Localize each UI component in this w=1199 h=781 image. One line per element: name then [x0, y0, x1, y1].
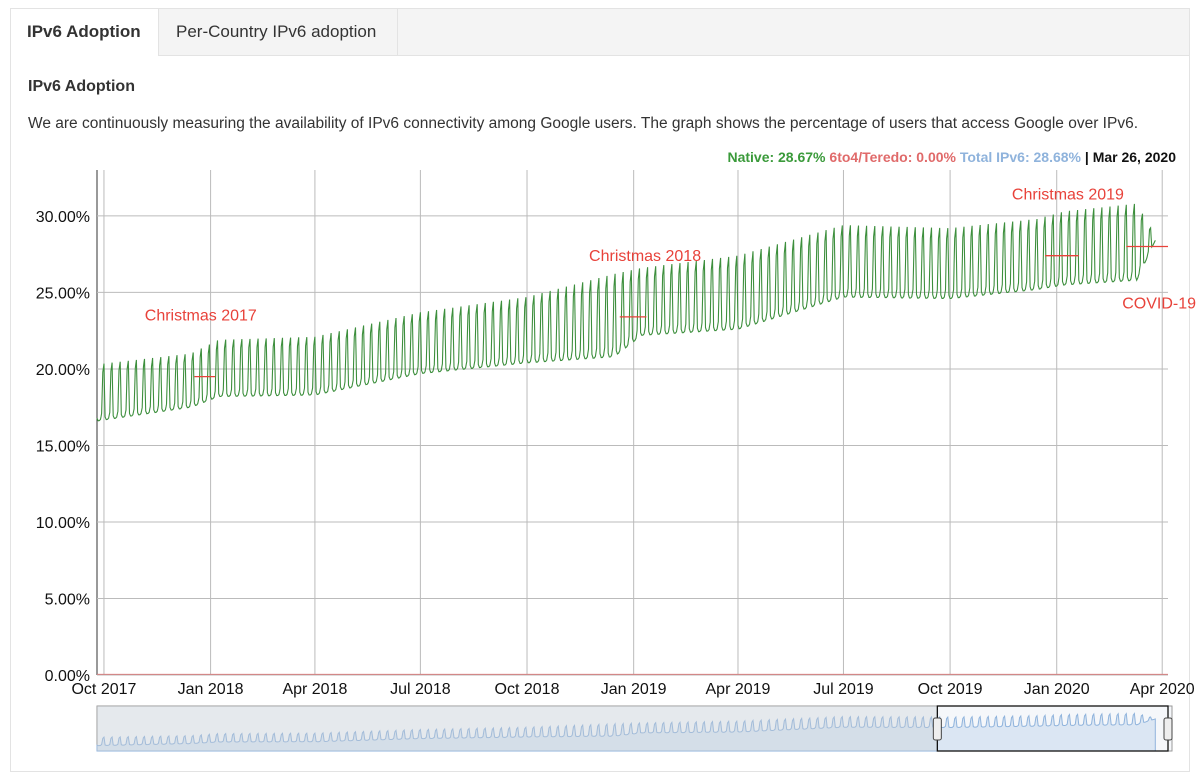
x-tick-label: Oct 2019 [918, 681, 983, 698]
ipv6-panel: IPv6 Adoption Per-Country IPv6 adoption … [10, 8, 1190, 772]
x-tick-label: Apr 2018 [282, 681, 347, 698]
y-tick-label: 5.00% [45, 591, 90, 608]
x-tick-label: Jan 2019 [601, 681, 667, 698]
legend-native: Native: 28.67% [727, 149, 826, 165]
annotation-label: Christmas 2017 [145, 308, 257, 325]
range-handle-right[interactable] [1163, 717, 1173, 741]
x-tick-label: Jan 2020 [1024, 681, 1090, 698]
annotation-label: Christmas 2018 [589, 248, 701, 265]
y-tick-label: 25.00% [36, 285, 90, 302]
x-tick-label: Oct 2018 [495, 681, 560, 698]
range-handle-left[interactable] [932, 717, 942, 741]
x-tick-label: Oct 2017 [71, 681, 136, 698]
range-overview-series [96, 712, 1156, 752]
y-tick-label: 15.00% [36, 438, 90, 455]
tab-per-country-ipv6-adoption[interactable]: Per-Country IPv6 adoption [160, 9, 398, 55]
x-tick-label: Jul 2018 [390, 681, 451, 698]
legend-date: Mar 26, 2020 [1092, 149, 1176, 165]
description-text: We are continuously measuring the availa… [28, 115, 1139, 132]
annotation-label: COVID-19 [1122, 296, 1196, 313]
y-tick-label: 20.00% [36, 362, 90, 379]
legend-total-ipv6: Total IPv6: 28.68% [959, 149, 1081, 165]
legend-separator: | [1084, 149, 1089, 165]
tab-bar: IPv6 Adoption Per-Country IPv6 adoption [11, 9, 1189, 56]
x-tick-label: Jul 2019 [813, 681, 874, 698]
x-tick-label: Apr 2019 [706, 681, 771, 698]
tab-ipv6-adoption[interactable]: IPv6 Adoption [11, 9, 159, 56]
x-tick-label: Apr 2020 [1130, 681, 1195, 698]
y-tick-label: 0.00% [45, 668, 90, 685]
range-unselected-area [97, 706, 938, 751]
section-title: IPv6 Adoption [28, 78, 135, 95]
native-series-line [96, 203, 1156, 422]
chart-legend: Native: 28.67% 6to4/Teredo: 0.00% Total … [727, 149, 1176, 165]
legend-teredo: 6to4/Teredo: 0.00% [829, 149, 956, 165]
y-tick-label: 10.00% [36, 515, 90, 532]
y-tick-label: 30.00% [36, 209, 90, 226]
annotation-label: Christmas 2019 [1012, 187, 1124, 204]
x-tick-label: Jan 2018 [178, 681, 244, 698]
